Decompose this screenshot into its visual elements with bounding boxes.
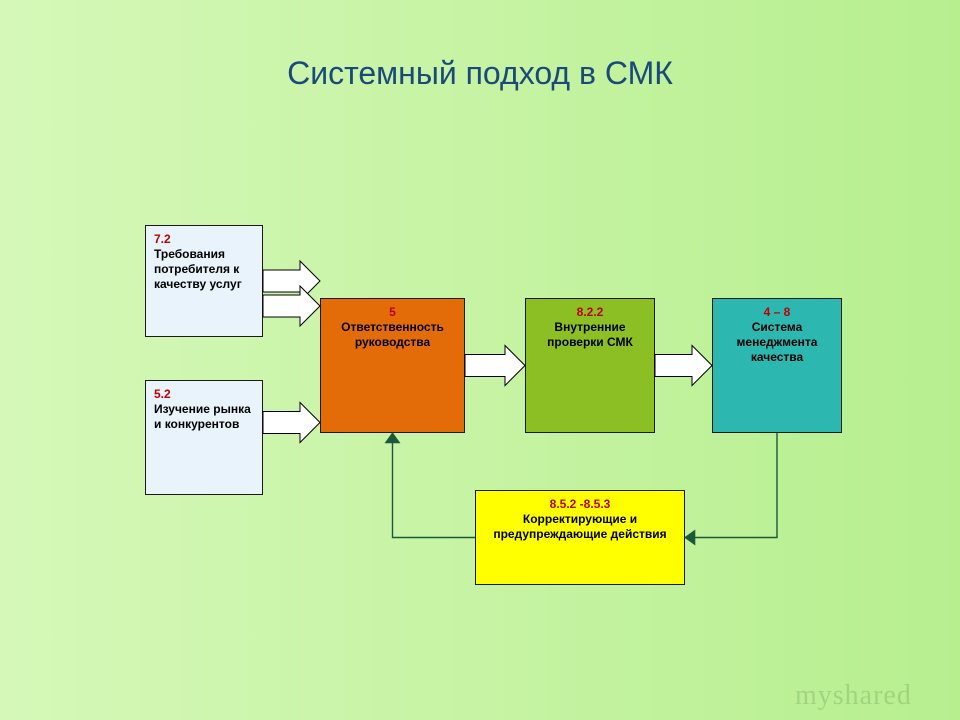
node-corrective-actions: 8.5.2 -8.5.3 Корректирующие и предупрежд… xyxy=(475,490,685,585)
page-title: Системный подход в СМК xyxy=(220,55,740,92)
node-code: 8.2.2 xyxy=(534,305,646,320)
node-code: 7.2 xyxy=(154,232,254,247)
node-market-study: 5.2 Изучение рынка и конкурентов xyxy=(145,380,263,495)
node-requirements: 7.2 Требования потребителя к качеству ус… xyxy=(145,225,263,337)
node-code: 5.2 xyxy=(154,387,254,402)
node-label: Система менеджмента качества xyxy=(721,320,833,365)
node-label: Изучение рынка и конкурентов xyxy=(154,402,254,432)
node-label: Ответственность руководства xyxy=(329,320,456,350)
node-label: Внутренние проверки СМК xyxy=(534,320,646,350)
node-label: Корректирующие и предупреждающие действи… xyxy=(484,512,676,542)
node-internal-audit: 8.2.2 Внутренние проверки СМК xyxy=(525,298,655,433)
watermark: myshared xyxy=(795,680,912,712)
diagram-canvas: Системный подход в СМК 7.2 Требования по… xyxy=(0,0,960,720)
node-code: 8.5.2 -8.5.3 xyxy=(484,497,676,512)
node-code: 5 xyxy=(329,305,456,320)
node-qms: 4 – 8 Система менеджмента качества xyxy=(712,298,842,433)
node-management-responsibility: 5 Ответственность руководства xyxy=(320,298,465,433)
node-label: Требования потребителя к качеству услуг xyxy=(154,247,254,292)
node-code: 4 – 8 xyxy=(721,305,833,320)
